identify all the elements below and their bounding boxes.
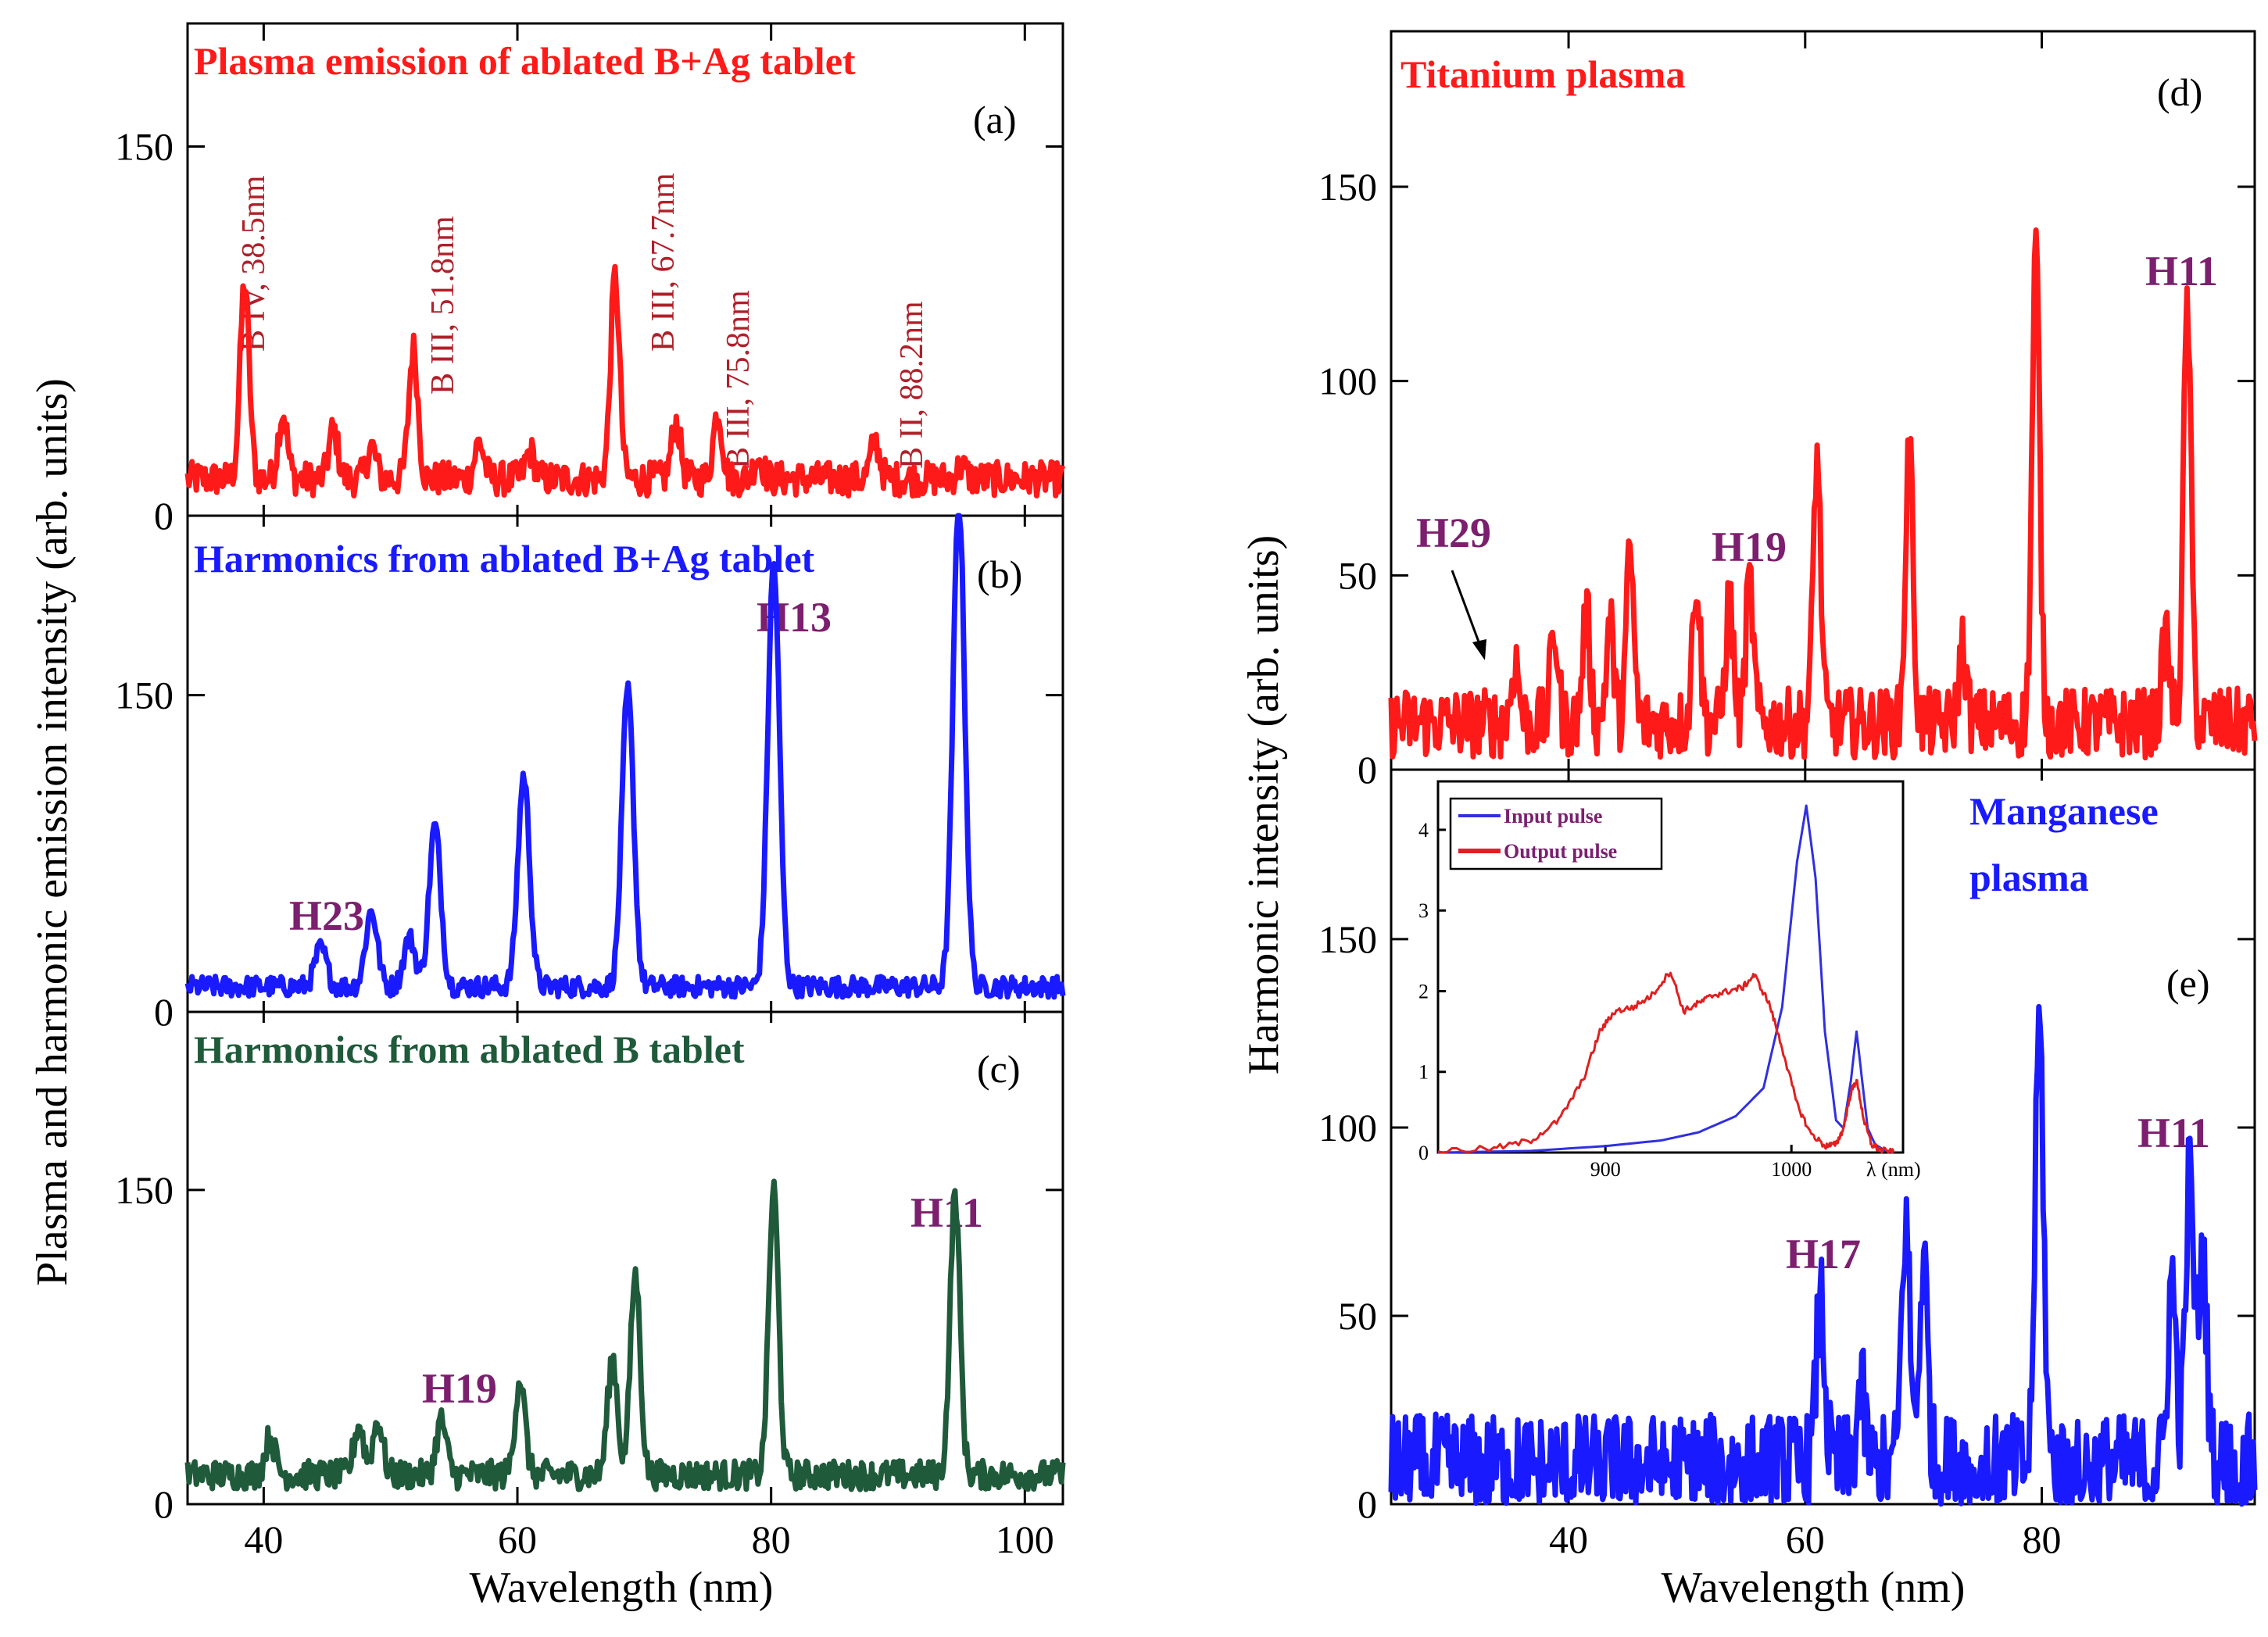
panel-d-letter: (d) <box>2157 70 2202 114</box>
inset-ytick-label-3: 3 <box>1418 899 1429 922</box>
legend-input-label: Input pulse <box>1504 805 1602 827</box>
ytick-label-a-0: 0 <box>154 494 173 538</box>
left-xtick-label-3: 100 <box>996 1517 1054 1561</box>
inset-xtick-label-0: 900 <box>1590 1158 1621 1181</box>
inset-series-output <box>1437 971 1895 1154</box>
line-label-b3-67: B III, 67.7nm <box>646 173 681 352</box>
left-frame <box>186 22 1064 1506</box>
panel-a-title: Plasma emission of ablated B+Ag tablet <box>194 39 856 83</box>
inset-frame <box>1436 780 1905 1154</box>
left-xtick-label-1: 60 <box>498 1517 537 1561</box>
ytick-label-e-3: 150 <box>1318 917 1377 961</box>
panel-c-title: Harmonics from ablated B tablet <box>194 1028 745 1071</box>
right-xlabel: Wavelength (nm) <box>1662 1564 1966 1612</box>
ytick-label-d-1: 50 <box>1338 553 1377 597</box>
annot-c-h11: H11 <box>910 1189 983 1236</box>
ytick-label-b-0: 0 <box>154 990 173 1034</box>
inset-ytick-label-2: 2 <box>1418 980 1429 1003</box>
series-d <box>1388 227 2258 761</box>
ytick-label-e-2: 100 <box>1318 1106 1377 1149</box>
panel-e-title-line1: Manganese <box>1969 789 2159 833</box>
series-layer <box>184 227 2258 1507</box>
right-xtick-label-2: 80 <box>2023 1517 2062 1561</box>
inset-xtick-label-1: 1000 <box>1771 1158 1812 1181</box>
inset-series-input <box>1437 804 1894 1154</box>
ytick-label-e-0: 0 <box>1358 1482 1377 1526</box>
inset-layer: 900 1000 0 1 2 3 4 <box>1418 780 1905 1181</box>
panel-c-letter: (c) <box>977 1047 1021 1091</box>
line-label-b3-75: B III, 75.8nm <box>721 290 757 469</box>
ytick-label-e-1: 50 <box>1338 1294 1377 1338</box>
line-label-b2-88: B II, 88.2nm <box>894 301 930 469</box>
left-xlabel: Wavelength (nm) <box>470 1564 774 1612</box>
right-ylabel: Harmonic intensity (arb. units) <box>1240 535 1288 1075</box>
panel-e-letter: (e) <box>2166 961 2210 1005</box>
series-b <box>184 513 1066 1000</box>
right-frame <box>1390 30 2256 1506</box>
annot-b-h23: H23 <box>289 892 364 939</box>
annot-c-h19: H19 <box>422 1365 497 1412</box>
left-xtick-label-0: 40 <box>244 1517 283 1561</box>
inset-ytick-label-0: 0 <box>1418 1142 1429 1164</box>
inset-ytick-label-4: 4 <box>1418 819 1429 842</box>
annot-d-h29: H29 <box>1416 509 1491 556</box>
ytick-label-a-1: 150 <box>115 125 173 169</box>
ytick-label-c-0: 0 <box>154 1482 173 1526</box>
panel-a-letter: (a) <box>973 98 1017 141</box>
ytick-label-d-0: 0 <box>1358 748 1377 792</box>
inset-ytick-label-1: 1 <box>1418 1061 1429 1084</box>
right-xtick-label-0: 40 <box>1549 1517 1588 1561</box>
panel-b-letter: (b) <box>977 552 1022 596</box>
h29-arrowhead <box>1472 639 1486 660</box>
series-c <box>184 1178 1066 1492</box>
line-label-b3-51: B III, 51.8nm <box>425 216 461 395</box>
ytick-label-d-3: 150 <box>1318 165 1377 209</box>
series-e <box>1388 1003 2258 1507</box>
legend-output-label: Output pulse <box>1504 840 1617 863</box>
panel-e-title-line2: plasma <box>1969 856 2089 899</box>
panel-b-title: Harmonics from ablated B+Ag tablet <box>194 537 815 581</box>
ytick-label-d-2: 100 <box>1318 359 1377 403</box>
h29-arrow-line <box>1451 570 1483 651</box>
ytick-label-c-1: 150 <box>115 1168 173 1212</box>
left-xtick-label-2: 80 <box>752 1517 791 1561</box>
panel-d-title: Titanium plasma <box>1401 52 1685 96</box>
right-xtick-label-1: 60 <box>1786 1517 1825 1561</box>
inset-xlabel: λ (nm) <box>1866 1158 1921 1181</box>
annot-d-h11: H11 <box>2145 248 2218 295</box>
left-ylabel: Plasma and harmonic emission intensity (… <box>28 378 77 1286</box>
annot-e-h11: H11 <box>2137 1110 2210 1156</box>
inset-legend-box <box>1449 797 1663 870</box>
ytick-label-b-1: 150 <box>115 674 173 717</box>
series-a <box>184 263 1066 499</box>
